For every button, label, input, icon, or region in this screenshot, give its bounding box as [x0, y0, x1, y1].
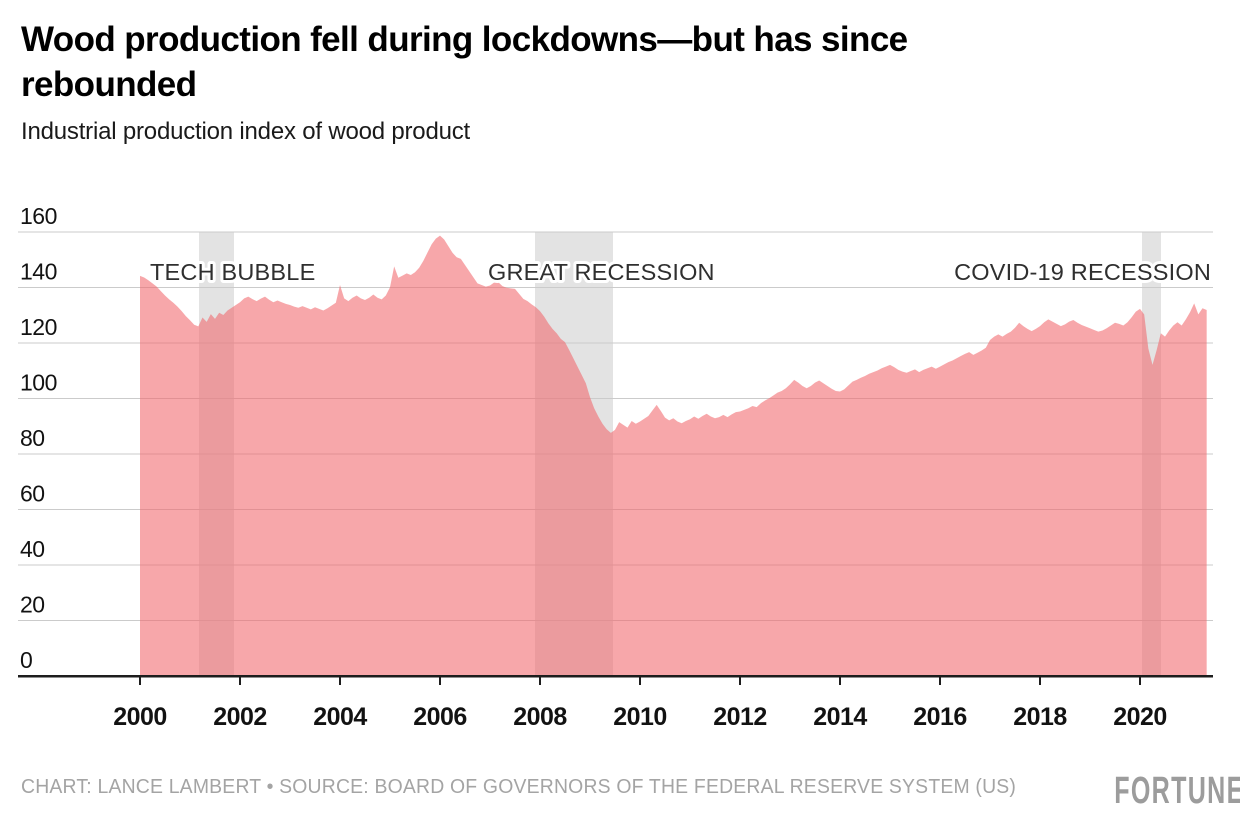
x-axis-label: 2014 — [813, 703, 867, 731]
page-title: Wood production fell during lockdowns—bu… — [21, 18, 1221, 108]
y-axis-label: 60 — [20, 481, 45, 507]
y-axis-label: 160 — [20, 203, 57, 229]
chart-subtitle: Industrial production index of wood prod… — [21, 117, 471, 145]
x-axis-label: 2004 — [313, 703, 367, 731]
title-line-2: rebounded — [21, 64, 197, 104]
x-axis-label: 2000 — [113, 703, 167, 731]
x-axis-label: 2012 — [713, 703, 767, 731]
recession-annotation-label: COVID-19 RECESSION — [954, 259, 1211, 285]
y-axis-label: 20 — [20, 592, 45, 618]
area-series-wood-production-index — [140, 235, 1207, 676]
chart-footer: CHART: LANCE LAMBERT • SOURCE: BOARD OF … — [21, 772, 1240, 810]
x-axis-label: 2016 — [913, 703, 967, 731]
y-axis-label: 100 — [20, 370, 57, 396]
x-axis-label: 2006 — [413, 703, 467, 731]
recession-annotation-label: TECH BUBBLE — [150, 259, 315, 285]
chart-header: Wood production fell during lockdowns—bu… — [21, 18, 1221, 146]
x-axis-label: 2002 — [213, 703, 267, 731]
x-axis-label: 2020 — [1113, 703, 1167, 731]
x-axis-label: 2018 — [1013, 703, 1067, 731]
title-line-1: Wood production fell during lockdowns—bu… — [21, 20, 908, 59]
recession-annotation-label: GREAT RECESSION — [488, 259, 715, 285]
y-axis-label: 0 — [20, 647, 32, 673]
y-axis-label: 80 — [20, 425, 45, 451]
x-axis-label: 2008 — [513, 703, 567, 731]
x-axis-label: 2010 — [613, 703, 667, 731]
y-axis-label: 120 — [20, 314, 57, 340]
fortune-logo: FORTUNE — [1114, 770, 1240, 812]
y-axis-label: 140 — [20, 259, 57, 285]
credit-line: CHART: LANCE LAMBERT • SOURCE: BOARD OF … — [21, 776, 1017, 798]
y-axis-label: 40 — [20, 536, 45, 562]
